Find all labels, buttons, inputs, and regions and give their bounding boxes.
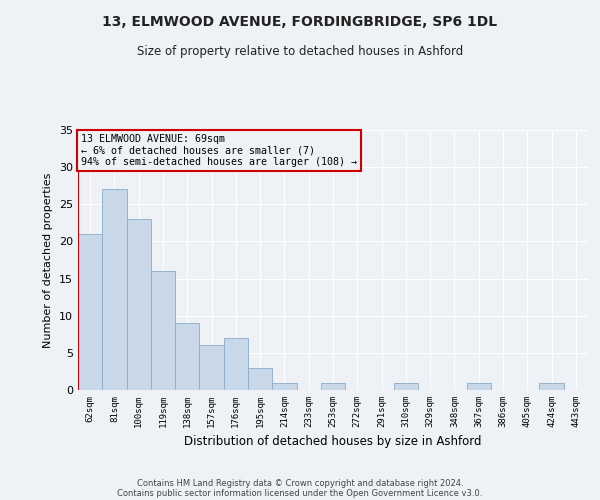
Bar — [175, 323, 199, 390]
Text: 13, ELMWOOD AVENUE, FORDINGBRIDGE, SP6 1DL: 13, ELMWOOD AVENUE, FORDINGBRIDGE, SP6 1… — [103, 15, 497, 29]
Bar — [248, 368, 272, 390]
Bar — [467, 382, 491, 390]
Y-axis label: Number of detached properties: Number of detached properties — [43, 172, 53, 348]
Bar — [272, 382, 296, 390]
Bar — [151, 271, 175, 390]
Text: Contains HM Land Registry data © Crown copyright and database right 2024.: Contains HM Land Registry data © Crown c… — [137, 478, 463, 488]
Bar — [224, 338, 248, 390]
X-axis label: Distribution of detached houses by size in Ashford: Distribution of detached houses by size … — [184, 436, 482, 448]
Bar — [539, 382, 564, 390]
Text: Contains public sector information licensed under the Open Government Licence v3: Contains public sector information licen… — [118, 488, 482, 498]
Bar — [199, 346, 224, 390]
Text: 13 ELMWOOD AVENUE: 69sqm
← 6% of detached houses are smaller (7)
94% of semi-det: 13 ELMWOOD AVENUE: 69sqm ← 6% of detache… — [80, 134, 356, 167]
Bar — [127, 219, 151, 390]
Bar — [394, 382, 418, 390]
Bar — [102, 190, 127, 390]
Text: Size of property relative to detached houses in Ashford: Size of property relative to detached ho… — [137, 45, 463, 58]
Bar — [321, 382, 345, 390]
Bar — [78, 234, 102, 390]
